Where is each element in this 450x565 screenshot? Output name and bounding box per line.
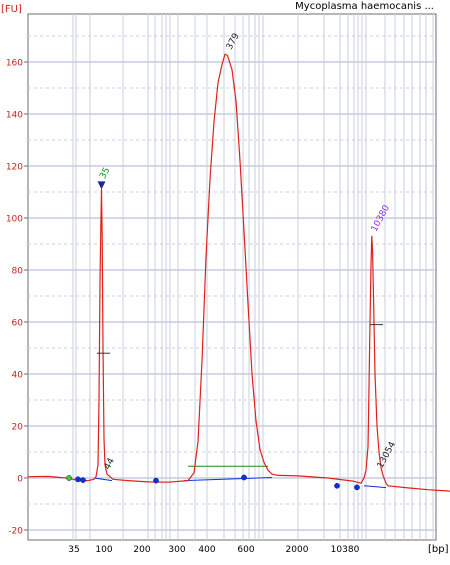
y-tick-label: 0 — [17, 475, 23, 485]
chart-title: Mycoplasma haemocanis ... — [295, 1, 434, 12]
y-axis-label: [FU] — [1, 4, 22, 15]
x-tick-label: 400 — [198, 545, 215, 555]
y-tick-label: 120 — [6, 163, 23, 173]
x-tick-label: 10380 — [331, 545, 360, 555]
peak-label: 35 — [98, 166, 112, 181]
y-tick-label: 40 — [12, 371, 24, 381]
trace-series — [27, 53, 450, 492]
baseline-dot — [75, 476, 81, 483]
trace-line — [27, 53, 450, 492]
x-tick-label: 600 — [237, 545, 254, 555]
x-tick-label: 100 — [95, 545, 112, 555]
x-tick-label: 200 — [133, 545, 150, 555]
peak-triangle-marker — [97, 181, 106, 190]
y-tick-label: 80 — [12, 267, 24, 277]
baseline-segment — [93, 477, 113, 482]
y-tick-label: 160 — [6, 59, 23, 69]
x-tick-label: 35 — [68, 545, 79, 555]
x-tick-label: 2000 — [286, 545, 309, 555]
baseline-segment — [183, 476, 273, 482]
baseline-dot — [354, 484, 360, 491]
plot-area-border — [27, 13, 437, 541]
baselines — [93, 465, 387, 489]
baseline-segment — [363, 485, 387, 489]
y-tick-label: 140 — [6, 111, 23, 121]
y-tick-label: 100 — [6, 215, 23, 225]
baseline-dot — [153, 477, 159, 484]
peak-markers — [66, 181, 383, 491]
x-tick-label: 300 — [168, 545, 185, 555]
baseline-dot — [80, 477, 86, 483]
peak-label: 44 — [103, 456, 117, 471]
gridlines — [28, 14, 436, 540]
y-axis-ticks: -20 0 20 40 60 80 100 120 140 160 — [6, 59, 28, 537]
y-tick-label: 20 — [12, 423, 24, 433]
y-tick-label: -20 — [8, 527, 23, 537]
x-axis-label: [bp] — [428, 544, 449, 555]
baseline-dot — [66, 475, 72, 481]
baseline-dot — [241, 474, 247, 481]
x-axis-ticks: 35 100 200 300 400 600 2000 10380 — [68, 545, 359, 555]
y-tick-label: 60 — [12, 319, 24, 329]
baseline-dot — [334, 482, 340, 489]
